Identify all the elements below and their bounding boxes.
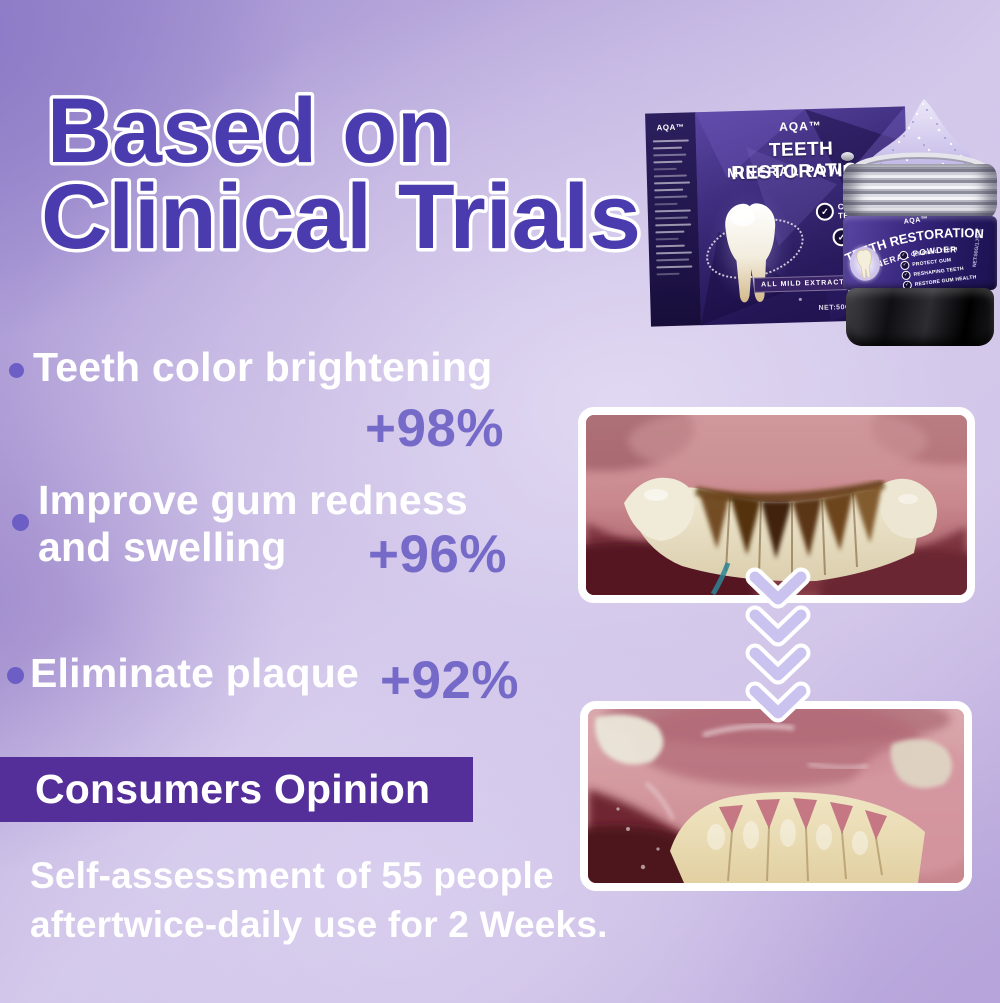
bullet-dot (12, 514, 29, 531)
jar-lid-threads (843, 164, 997, 218)
stat-label-plaque: Eliminate plaque (30, 650, 359, 696)
stat-value-plaque: +92% (380, 651, 520, 710)
jar-label-content: AQA™ TEETH RESTORATION MINERAL POWDER (843, 216, 997, 290)
chevron-down-icon (745, 605, 811, 647)
stat-value-gum: +96% (368, 525, 508, 584)
title-line1: Based on (47, 82, 452, 182)
box-extract-band: ALL MILD EXTRACT (753, 274, 853, 293)
before-teeth-image (586, 415, 967, 595)
check-icon: ✓ (899, 260, 910, 271)
consumers-opinion-band: Consumers Opinion (0, 757, 473, 822)
chevron-down-icon (745, 681, 811, 723)
stat-label-brightening: Teeth color brightening (33, 344, 493, 390)
jar-tooth-graphic (847, 245, 882, 283)
chevron-down-icon (745, 567, 811, 609)
chevron-down-icon (745, 643, 811, 685)
check-icon: ✓ (901, 270, 912, 281)
check-icon: ✓ (898, 250, 909, 261)
tooth-icon (725, 203, 775, 303)
before-photo (578, 407, 975, 603)
stat-value-brightening: +98% (365, 399, 505, 458)
stat-label-gum: Improve gum redness and swelling (38, 477, 468, 570)
jar-metal-clip (841, 152, 854, 161)
tooth-icon (856, 249, 872, 279)
bullet-dot (7, 667, 24, 684)
after-teeth-image (588, 709, 964, 883)
jar-black-base (846, 288, 994, 346)
consumers-opinion-body: Self-assessment of 55 people aftertwice-… (30, 855, 608, 945)
product-jar: AQA™ TEETH RESTORATION MINERAL POWDER (841, 90, 997, 346)
jar-label: AQA™ TEETH RESTORATION MINERAL POWDER (843, 216, 997, 290)
title-line2: Clinical Trials (41, 166, 641, 262)
page-title: Based on Clinical Trials (38, 82, 645, 262)
consumers-opinion-heading: Consumers Opinion (35, 766, 431, 812)
bullet-dot (9, 363, 24, 378)
check-icon: ✓ (815, 202, 835, 221)
